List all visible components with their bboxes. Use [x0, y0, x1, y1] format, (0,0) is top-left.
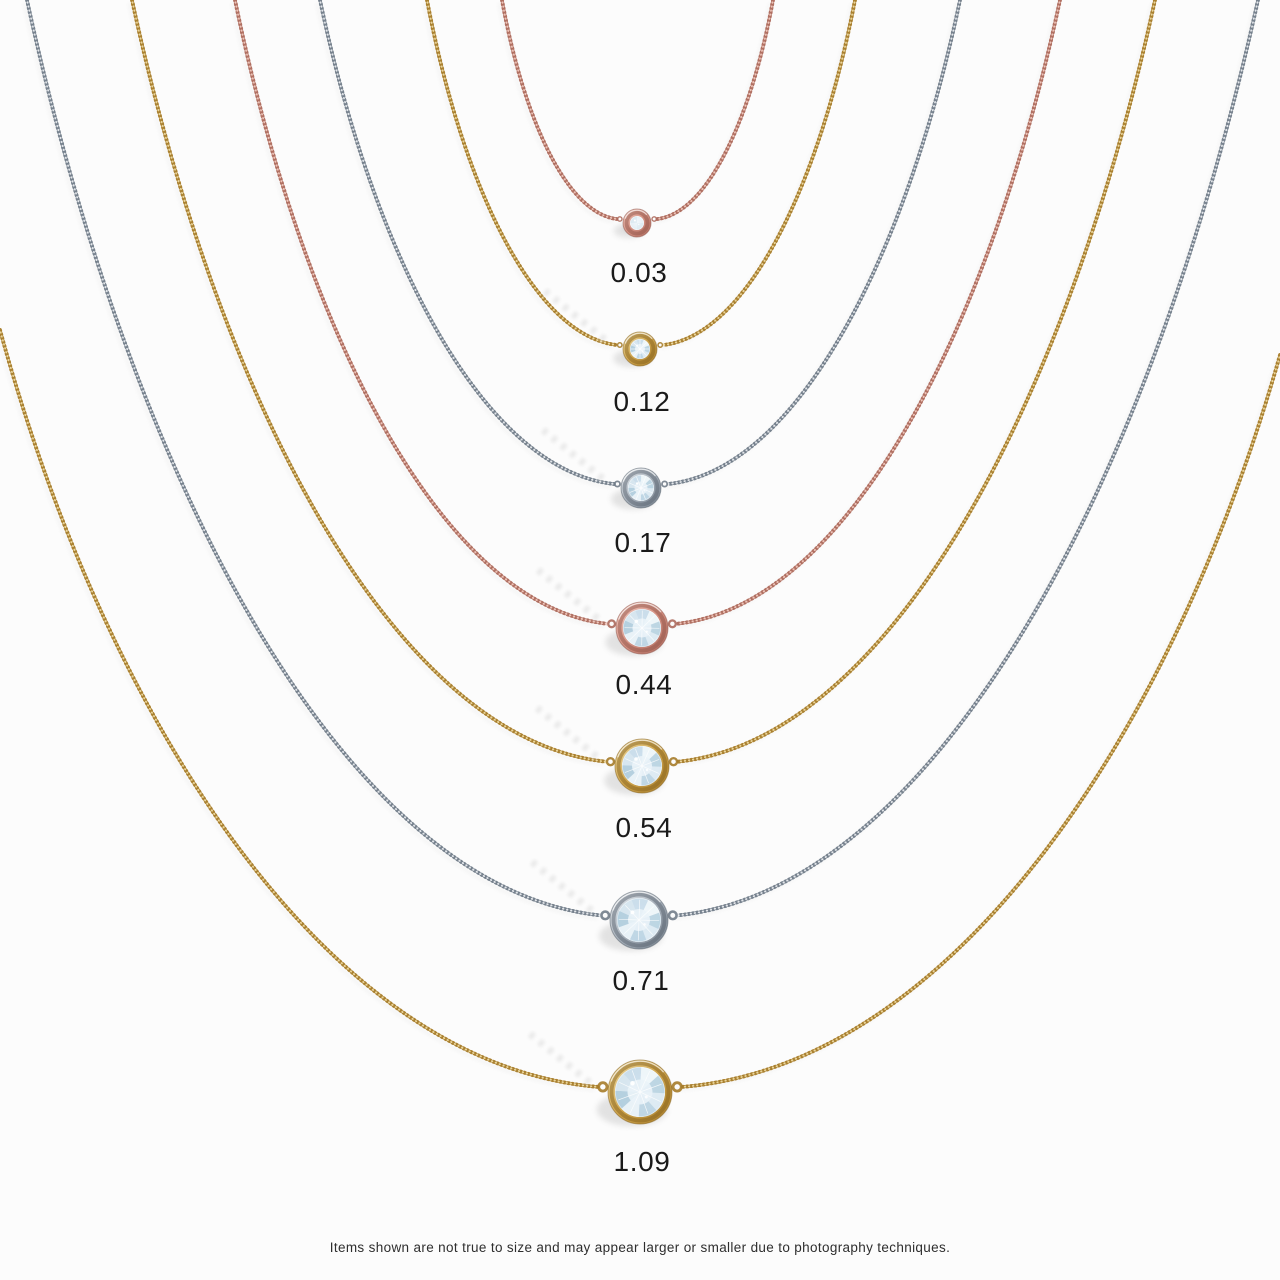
chain-right — [674, 0, 1157, 767]
chain-left — [497, 0, 619, 224]
pendant — [542, 288, 664, 368]
pendant — [613, 208, 658, 238]
necklace-0.03 — [497, 0, 775, 238]
chain-right — [674, 0, 1260, 920]
chain-loop — [616, 342, 623, 348]
necklace-0.54 — [127, 0, 1157, 795]
chain-reflection — [527, 1031, 597, 1089]
pendant — [529, 859, 678, 952]
chain-loop — [661, 480, 669, 488]
chain-loop — [667, 910, 678, 921]
chain-loop — [616, 216, 623, 222]
diamond — [614, 1066, 666, 1118]
chain-right — [660, 0, 857, 350]
chain-reflection — [535, 567, 605, 625]
necklace-0.12 — [422, 0, 857, 368]
carat-label: 0.54 — [615, 812, 673, 843]
chain-loop — [597, 1081, 609, 1093]
chain-reflection — [534, 705, 604, 763]
diamond — [627, 474, 655, 502]
carat-label: 0.12 — [613, 386, 671, 417]
chain-loop — [671, 1081, 683, 1093]
chain-left — [127, 0, 608, 767]
diamond — [621, 745, 663, 787]
carat-label: 0.17 — [614, 527, 672, 558]
necklace-0.17 — [315, 0, 962, 510]
chain-left — [315, 0, 616, 489]
pendant — [535, 567, 677, 656]
chain-loop — [651, 216, 658, 222]
carat-label: 1.09 — [613, 1146, 671, 1177]
diamond — [630, 216, 644, 230]
chain-loop — [667, 619, 677, 629]
chain-left — [22, 0, 603, 920]
pendant — [540, 427, 669, 510]
necklace-0.71 — [22, 0, 1260, 952]
chain-reflection — [542, 288, 612, 346]
chain-left — [0, 328, 600, 1092]
chain-loop — [607, 619, 617, 629]
chain-right — [665, 0, 962, 489]
disclaimer-text: Items shown are not true to size and may… — [329, 1240, 951, 1255]
chain-reflection — [540, 427, 610, 485]
pendant — [527, 1031, 683, 1127]
chain-loop — [668, 756, 679, 767]
necklace-1.09 — [0, 328, 1280, 1127]
chain-loop — [657, 342, 664, 348]
diamond — [616, 897, 662, 943]
chain-right — [673, 0, 1062, 629]
carat-label: 0.71 — [612, 965, 670, 996]
carat-label: 0.44 — [615, 669, 673, 700]
chain-left — [422, 0, 619, 350]
chain-loop — [605, 756, 616, 767]
chain-loop — [600, 910, 611, 921]
chain-left — [230, 0, 610, 629]
carat-label: 0.03 — [610, 257, 668, 288]
pendant — [534, 705, 679, 795]
necklace-0.44 — [230, 0, 1062, 656]
diamond — [622, 608, 662, 648]
diamond — [629, 338, 651, 360]
chain-reflection — [529, 859, 599, 917]
chain-right — [654, 0, 775, 224]
chain-loop — [613, 480, 621, 488]
chain-right — [679, 353, 1280, 1092]
